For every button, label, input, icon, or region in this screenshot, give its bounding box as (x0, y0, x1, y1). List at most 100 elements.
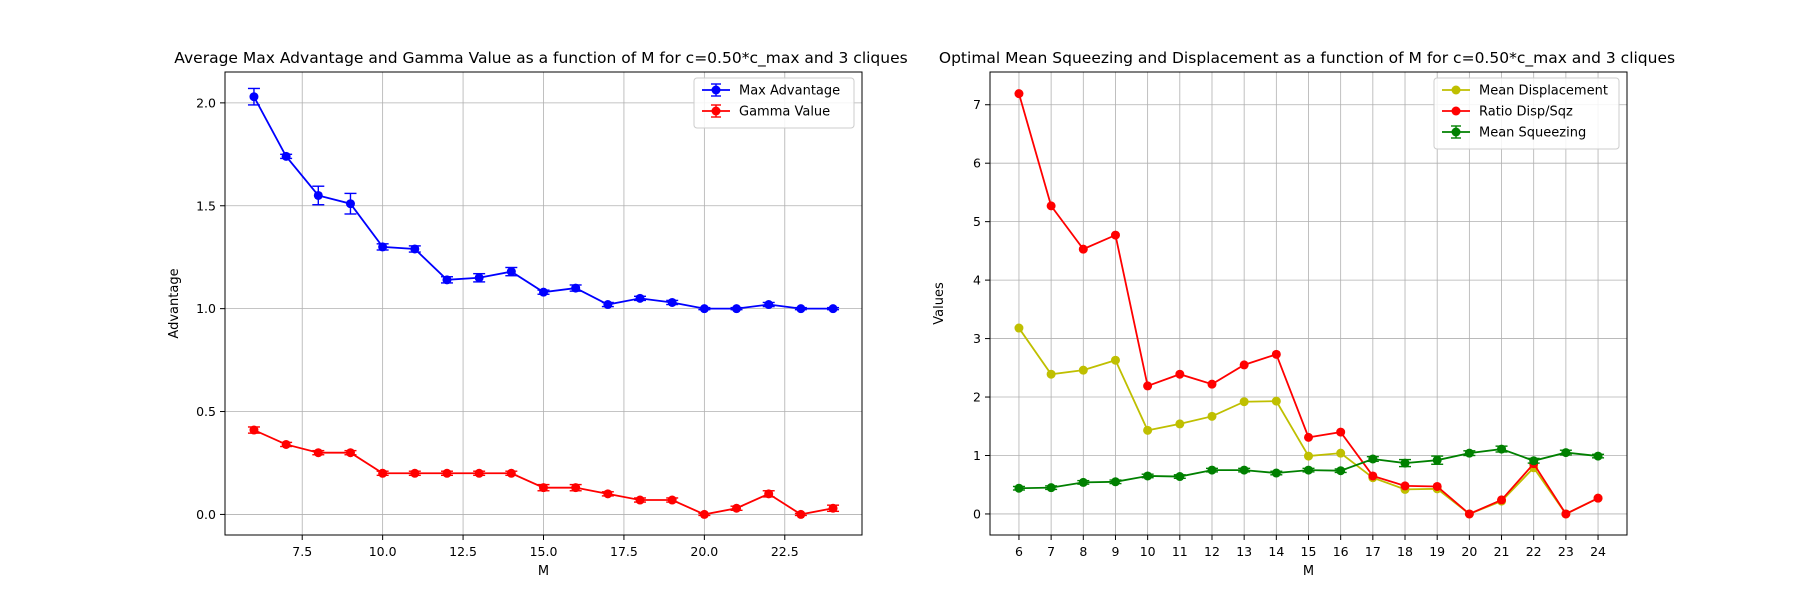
right-chart: 6 7 8 9 10 11 12 13 14 15 16 17 18 19 20 21 22 23 24012345… (932, 49, 1675, 579)
data-point (1207, 411, 1217, 421)
data-point (1014, 483, 1024, 493)
y-tick-label: 1 (973, 448, 981, 463)
legend-label: Ratio Disp/Sqz (1479, 105, 1573, 120)
x-tick-label: 17 (1365, 544, 1381, 559)
legend-label: Mean Squeezing (1479, 126, 1586, 141)
data-point (732, 304, 742, 314)
axes-frame (224, 71, 863, 536)
data-point (1336, 427, 1346, 437)
legend: Mean Displacement Ratio Disp/Sqz Mean Sque… (1433, 77, 1620, 150)
data-point (1368, 454, 1378, 464)
data-point (1529, 456, 1539, 466)
data-point (539, 287, 548, 297)
x-tick-label: 20 (1461, 544, 1477, 559)
data-point (442, 468, 452, 478)
data-point (1046, 483, 1056, 493)
data-point (1110, 355, 1120, 365)
data-point (1014, 323, 1024, 333)
series-gamma-value (247, 425, 840, 519)
data-point (1400, 458, 1410, 468)
legend-marker (1451, 106, 1461, 116)
y-tick-label: 1.0 (196, 301, 216, 316)
x-axis-label: M (538, 564, 549, 579)
data-point (410, 468, 420, 478)
x-tick-label: 12.5 (449, 544, 477, 559)
x-tick-label: 22.5 (771, 544, 799, 559)
x-tick-label: 21 (1494, 544, 1510, 559)
data-point (1464, 448, 1474, 458)
legend-label: Mean Displacement (1479, 84, 1608, 99)
data-point (796, 304, 806, 314)
data-point (764, 300, 774, 310)
data-point (699, 304, 709, 314)
y-tick-label: 4 (973, 273, 981, 288)
x-tick-label: 20.0 (690, 544, 718, 559)
data-point (1143, 471, 1153, 481)
x-tick-label: 10 (1140, 544, 1156, 559)
data-point (345, 199, 355, 209)
data-point (1561, 509, 1571, 519)
legend-marker (711, 106, 721, 116)
legend-box (693, 77, 855, 129)
data-point (603, 489, 613, 499)
data-point (442, 275, 452, 285)
data-point (603, 300, 613, 310)
x-tick-label: 14 (1268, 544, 1284, 559)
data-point (1464, 509, 1474, 519)
data-point (1368, 471, 1378, 481)
chart-title: Optimal Mean Squeezing and Displacement … (939, 49, 1675, 68)
data-point (1432, 455, 1442, 465)
data-point (1497, 495, 1507, 505)
x-axis-label: M (1303, 564, 1314, 579)
data-point (1175, 419, 1185, 429)
data-point (1143, 425, 1153, 435)
x-tick-label: 24 (1590, 544, 1606, 559)
y-tick-label: 2 (973, 390, 981, 405)
data-point (571, 483, 581, 493)
chart-title: Average Max Advantage and Gamma Value as… (174, 49, 907, 68)
data-point (1432, 481, 1442, 491)
data-point (474, 273, 484, 283)
legend-label: Max Advantage (739, 84, 840, 99)
data-point (313, 448, 323, 458)
data-point (1014, 89, 1024, 99)
legend-marker (1451, 85, 1461, 95)
x-tick-label: 13 (1236, 544, 1252, 559)
data-point (249, 92, 259, 102)
data-point (796, 509, 806, 519)
y-tick-label: 0 (973, 506, 981, 521)
axes-frame (989, 71, 1628, 536)
data-point (635, 293, 645, 303)
data-point (828, 503, 838, 513)
data-point (1271, 396, 1281, 406)
data-point (1304, 465, 1313, 475)
data-point (1239, 397, 1249, 407)
data-point (1207, 379, 1217, 389)
data-point (699, 509, 709, 519)
data-point (1078, 477, 1088, 487)
x-tick-label: 9 (1111, 544, 1119, 559)
x-tick-label: 11 (1172, 544, 1188, 559)
x-tick-label: 10.0 (369, 544, 397, 559)
data-point (474, 468, 484, 478)
data-point (571, 283, 581, 293)
data-point (249, 425, 259, 435)
data-point (378, 242, 388, 252)
data-point (1239, 465, 1249, 475)
x-tick-label: 19 (1429, 544, 1445, 559)
series-max-advantage (247, 87, 840, 314)
data-point (1304, 432, 1313, 442)
data-point (732, 503, 742, 513)
x-tick-label: 7.5 (292, 544, 312, 559)
data-point (1175, 472, 1185, 482)
y-axis-label: Values (932, 282, 947, 325)
x-tick-label: 7 (1047, 544, 1055, 559)
data-point (1110, 230, 1120, 240)
data-point (1078, 365, 1088, 375)
data-point (378, 468, 388, 478)
series-mean-squeezing (1012, 444, 1605, 493)
data-point (1336, 448, 1346, 458)
x-tick-label: 16 (1333, 544, 1349, 559)
legend-box (1433, 77, 1620, 150)
data-point (1110, 477, 1120, 487)
